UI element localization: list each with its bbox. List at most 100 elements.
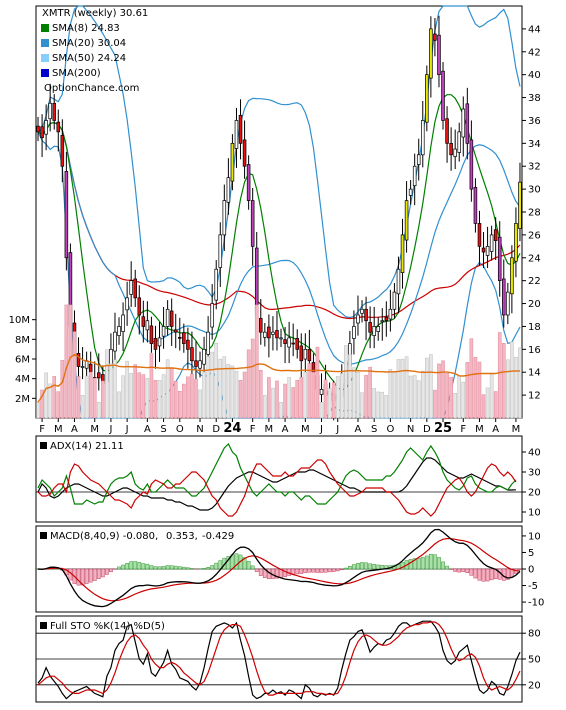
candle-body	[263, 332, 266, 337]
volume-bar	[231, 366, 234, 418]
month-label: A	[71, 424, 78, 435]
candle-body	[438, 35, 441, 74]
volume-bar	[190, 374, 193, 418]
volume-bar	[360, 393, 363, 418]
candle-body	[482, 248, 485, 252]
volume-bar	[336, 376, 339, 418]
volume-bar	[251, 339, 254, 418]
candle-body	[272, 332, 275, 334]
candle-body	[37, 126, 40, 132]
volume-bar	[122, 376, 125, 418]
price-tick-label: 44	[528, 24, 541, 35]
volume-bar	[235, 371, 238, 418]
volume-bar	[113, 360, 116, 418]
macd-histogram-bar	[352, 565, 355, 569]
macd-legend-swatch	[40, 532, 47, 539]
candle-body	[446, 119, 449, 144]
month-label: A	[492, 424, 499, 435]
macd-histogram-bar	[478, 569, 481, 580]
volume-bar	[255, 305, 258, 418]
volume-bar	[510, 342, 513, 418]
volume-bar	[446, 373, 449, 418]
volume-bar	[134, 365, 137, 418]
volume-bar	[458, 376, 461, 418]
macd-histogram-bar	[300, 569, 303, 574]
candle-body	[454, 149, 457, 156]
volume-bar	[109, 364, 112, 418]
macd-histogram-bar	[207, 567, 210, 569]
candle-body	[243, 140, 246, 166]
price-tick-label: 32	[528, 162, 541, 173]
volume-bar	[215, 343, 218, 418]
volume-bar	[65, 305, 68, 418]
macd-hist-value: -0.429	[202, 531, 234, 542]
volume-bar	[409, 376, 412, 418]
volume-bar	[482, 395, 485, 418]
price-tick-label: 12	[528, 391, 541, 402]
volume-bar	[324, 380, 327, 418]
volume-bar	[93, 378, 96, 418]
candle-body	[227, 178, 230, 203]
macd-histogram-bar	[190, 568, 193, 569]
macd-histogram-bar	[89, 569, 92, 582]
volume-bar	[211, 352, 214, 418]
volume-bar	[348, 355, 351, 418]
volume-bar	[502, 343, 505, 418]
candle-body	[381, 321, 384, 322]
macd-histogram-bar	[255, 569, 258, 572]
volume-bar	[247, 350, 250, 418]
candle-body	[434, 34, 437, 40]
panel-tick-label: 5	[528, 548, 534, 559]
candle-body	[296, 338, 299, 349]
month-label: O	[176, 424, 184, 435]
month-label: N	[196, 424, 203, 435]
candle-body	[114, 332, 117, 351]
volume-bar	[462, 382, 465, 418]
volume-bar	[170, 368, 173, 418]
candle-body	[81, 367, 84, 368]
legend-swatch	[41, 54, 49, 62]
macd-histogram-bar	[441, 562, 444, 569]
volume-bar	[474, 357, 477, 418]
candle-body	[247, 165, 250, 201]
macd-histogram-bar	[211, 565, 214, 569]
volume-bar	[413, 375, 416, 418]
macd-histogram-bar	[158, 567, 161, 569]
volume-bar	[89, 372, 92, 418]
candle-body	[490, 235, 493, 252]
macd-histogram-bar	[332, 569, 335, 572]
adx-title: ADX(14) 21.11	[50, 441, 124, 452]
candle-body	[166, 309, 169, 326]
macd-histogram-bar	[267, 569, 270, 579]
macd-histogram-bar	[109, 569, 112, 572]
macd-histogram-bar	[202, 568, 205, 569]
macd-histogram-bar	[324, 569, 327, 572]
macd-histogram-bar	[340, 569, 343, 570]
candle-body	[199, 361, 202, 368]
volume-bar	[397, 359, 400, 418]
candle-body	[65, 171, 68, 257]
volume-bar	[450, 377, 453, 418]
candle-body	[174, 330, 177, 332]
price-tick-label: 42	[528, 47, 541, 58]
month-label: S	[160, 424, 166, 435]
volume-bar	[77, 376, 80, 418]
candle-body	[170, 311, 173, 326]
sto-title: Full STO %K(14) %D(5)	[50, 621, 165, 632]
legend-label: SMA(20) 30.04	[52, 38, 126, 49]
volume-bar	[466, 362, 469, 418]
candle-body	[519, 182, 522, 228]
panel-tick-label: 50	[528, 655, 541, 666]
volume-bar	[61, 360, 64, 418]
volume-bar	[490, 374, 493, 418]
price-tick-label: 38	[528, 93, 541, 104]
volume-bar	[344, 346, 347, 418]
volume-bar	[365, 375, 368, 418]
price-tick-label: 30	[528, 185, 541, 196]
month-label: M	[90, 424, 99, 435]
macd-histogram-bar	[296, 569, 299, 574]
volume-bar	[320, 402, 323, 418]
macd-histogram-bar	[356, 563, 359, 569]
